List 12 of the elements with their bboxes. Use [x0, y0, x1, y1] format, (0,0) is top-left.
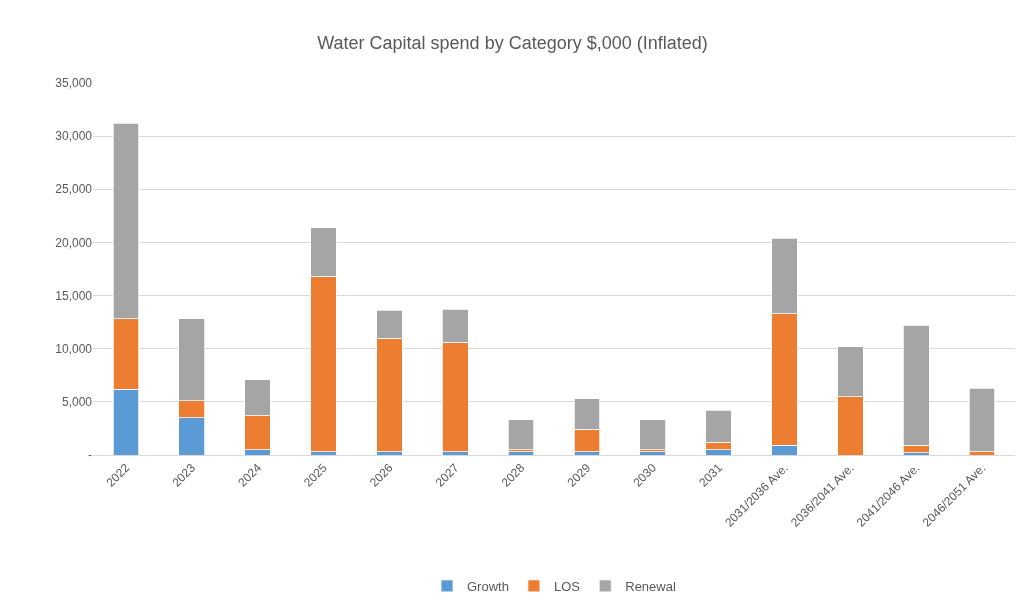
legend-label: LOS — [553, 578, 581, 594]
chart-title: Water Capital spend by Category $,000 (Inflated) — [317, 32, 708, 53]
y-tick-label: 20,000 — [55, 235, 93, 250]
y-tick-label: 5,000 — [61, 395, 93, 410]
y-tick-label: 15,000 — [55, 288, 93, 303]
legend-label: Growth — [467, 578, 509, 594]
legend-label: Renewal — [625, 578, 676, 594]
y-tick-label: 10,000 — [55, 341, 93, 356]
y-tick-label: - — [88, 448, 92, 463]
y-tick-label: 30,000 — [55, 129, 93, 144]
y-tick-label: 35,000 — [55, 76, 93, 91]
y-tick-label: 25,000 — [55, 182, 93, 197]
